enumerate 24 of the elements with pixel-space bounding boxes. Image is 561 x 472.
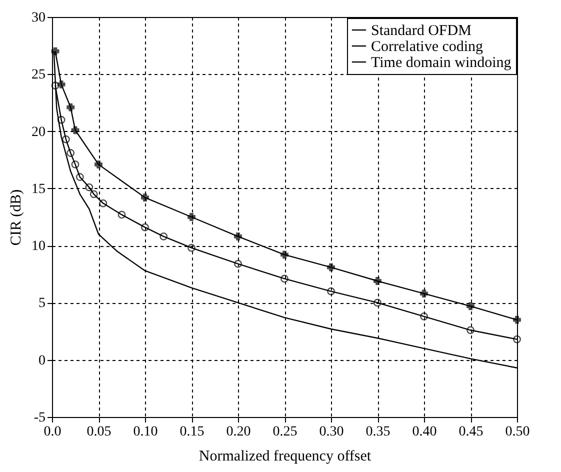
y-tick-label: -5 — [34, 410, 46, 426]
x-tick-label: 0.0 — [44, 424, 62, 440]
x-tick-label: 0.05 — [86, 424, 112, 440]
x-tick-label: 0.20 — [226, 424, 251, 440]
legend-label: Time domain windoing — [371, 55, 512, 71]
y-tick-label: 5 — [38, 296, 46, 312]
y-tick-label: 30 — [32, 10, 46, 26]
x-tick-label: 0.25 — [272, 424, 298, 440]
y-tick-label: 15 — [32, 182, 46, 197]
x-tick-label: 0.40 — [412, 424, 437, 440]
legend-label: Correlative coding — [371, 39, 484, 55]
x-tick-label: 0.30 — [319, 424, 344, 440]
x-axis-title: Normalized frequency offset — [198, 448, 372, 464]
y-axis-title: CIR (dB) — [8, 189, 24, 246]
y-tick-label: 25 — [32, 68, 46, 83]
x-tick-label: 0.10 — [133, 424, 158, 440]
y-tick-label: 20 — [32, 124, 46, 140]
x-tick-label: 0.15 — [180, 424, 204, 440]
y-tick-label: 0 — [38, 353, 46, 368]
x-tick-label: 0.50 — [505, 424, 530, 440]
x-tick-label: 0.35 — [366, 424, 390, 440]
y-tick-label: 10 — [32, 239, 46, 254]
legend-label: Standard OFDM — [371, 23, 472, 39]
x-tick-label: 0.45 — [458, 424, 484, 440]
